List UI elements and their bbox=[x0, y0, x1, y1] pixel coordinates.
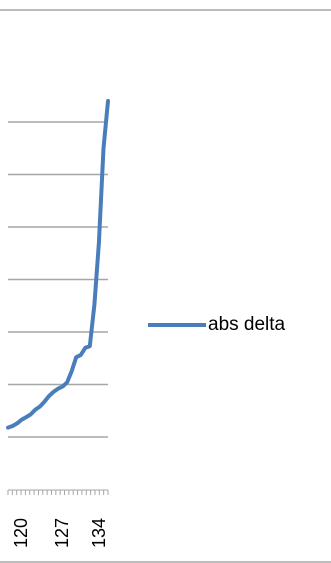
x-tick-label: 134 bbox=[89, 518, 109, 548]
legend-line-swatch bbox=[148, 322, 206, 327]
x-tick-label: 120 bbox=[11, 518, 31, 548]
x-tick-label: 127 bbox=[52, 518, 72, 548]
legend: abs delta bbox=[148, 315, 285, 334]
legend-label: abs delta bbox=[208, 314, 286, 335]
series-line-abs-delta bbox=[6, 99, 110, 430]
